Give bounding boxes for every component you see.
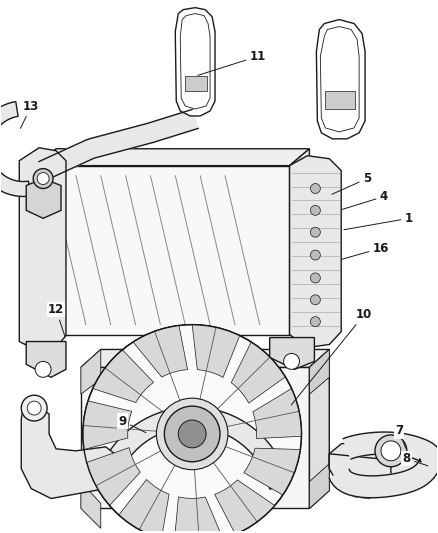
Polygon shape <box>81 350 329 367</box>
Polygon shape <box>119 480 169 533</box>
Circle shape <box>311 205 320 215</box>
Polygon shape <box>174 497 223 533</box>
Polygon shape <box>325 91 355 109</box>
Text: 4: 4 <box>342 190 388 209</box>
Text: 8: 8 <box>403 453 428 466</box>
Text: 1: 1 <box>344 212 413 230</box>
Circle shape <box>311 183 320 193</box>
Text: 16: 16 <box>342 241 389 259</box>
Polygon shape <box>180 14 210 109</box>
Polygon shape <box>185 76 207 91</box>
Polygon shape <box>309 350 329 394</box>
Polygon shape <box>244 448 300 495</box>
Polygon shape <box>0 102 31 197</box>
Polygon shape <box>81 482 101 528</box>
Circle shape <box>178 420 206 448</box>
Polygon shape <box>192 325 240 377</box>
Text: 11: 11 <box>198 50 266 75</box>
Polygon shape <box>270 337 314 369</box>
Circle shape <box>375 435 407 467</box>
Text: 7: 7 <box>395 424 406 448</box>
Circle shape <box>27 401 41 415</box>
Polygon shape <box>26 179 61 219</box>
Polygon shape <box>87 448 140 505</box>
Polygon shape <box>19 148 66 351</box>
Circle shape <box>311 317 320 327</box>
Polygon shape <box>253 389 301 439</box>
Polygon shape <box>316 20 365 139</box>
Circle shape <box>156 398 228 470</box>
Polygon shape <box>133 326 187 377</box>
Text: 5: 5 <box>332 172 371 195</box>
Polygon shape <box>329 454 391 498</box>
Circle shape <box>311 295 320 305</box>
Text: 10: 10 <box>291 308 372 405</box>
Text: 9: 9 <box>119 415 146 433</box>
Polygon shape <box>175 7 215 116</box>
Text: 13: 13 <box>21 100 39 128</box>
Circle shape <box>311 227 320 237</box>
Polygon shape <box>21 407 119 498</box>
Polygon shape <box>39 109 198 180</box>
Polygon shape <box>329 432 438 498</box>
Circle shape <box>37 173 49 184</box>
Text: 12: 12 <box>48 303 65 337</box>
Polygon shape <box>231 342 286 403</box>
Circle shape <box>381 441 401 461</box>
Polygon shape <box>320 27 359 132</box>
Circle shape <box>35 361 51 377</box>
Polygon shape <box>309 350 329 508</box>
Circle shape <box>311 250 320 260</box>
Polygon shape <box>36 166 290 335</box>
Polygon shape <box>290 156 341 348</box>
Circle shape <box>21 395 47 421</box>
Polygon shape <box>93 350 154 402</box>
Circle shape <box>311 273 320 283</box>
Circle shape <box>83 325 301 533</box>
Polygon shape <box>83 401 132 449</box>
Circle shape <box>283 353 300 369</box>
Polygon shape <box>95 407 289 489</box>
Polygon shape <box>36 149 309 166</box>
Polygon shape <box>309 464 329 508</box>
Polygon shape <box>81 367 309 508</box>
Polygon shape <box>215 480 275 533</box>
Polygon shape <box>290 149 309 335</box>
Circle shape <box>164 406 220 462</box>
Polygon shape <box>329 442 431 487</box>
Polygon shape <box>81 350 101 394</box>
Polygon shape <box>26 342 66 377</box>
Circle shape <box>33 168 53 189</box>
